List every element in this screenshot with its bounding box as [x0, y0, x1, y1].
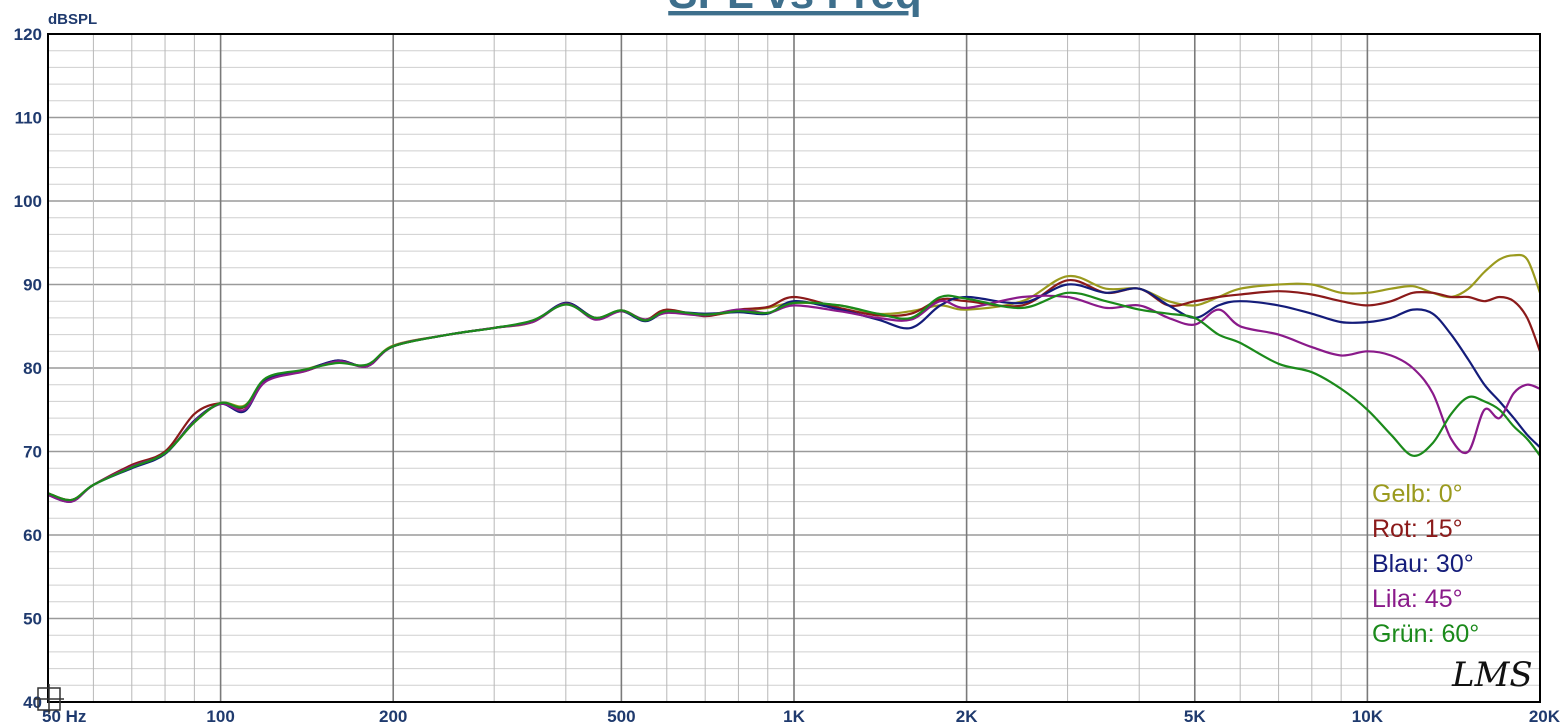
chart-title: SPL vs Freq: [668, 0, 922, 18]
legend-entry: Rot: 15°: [1372, 515, 1463, 543]
series-line-3: [47, 294, 1541, 503]
y-tick-label: 90: [23, 276, 42, 295]
grid: [48, 34, 1540, 702]
legend-entry: Lila: 45°: [1372, 585, 1463, 613]
lms-logo: LMS: [1451, 655, 1533, 695]
x-tick-label: 5K: [1184, 707, 1206, 724]
y-axis-label: dBSPL: [48, 11, 97, 28]
y-tick-label: 110: [15, 109, 42, 128]
y-tick-label: 50: [23, 610, 42, 629]
legend-entry: Gelb: 0°: [1372, 480, 1463, 508]
y-tick-label: 80: [23, 359, 42, 378]
x-tick-label: 200: [379, 707, 407, 724]
y-tick-label: 120: [14, 25, 42, 44]
x-tick-label: 100: [206, 707, 234, 724]
cursor-crosshair-icon: [34, 684, 64, 714]
x-tick-label: 10K: [1352, 707, 1384, 724]
lms-logo-text: LMS: [1451, 655, 1533, 695]
y-tick-label: 100: [14, 192, 42, 211]
y-tick-label: 60: [23, 526, 42, 545]
y-tick-label: 70: [23, 443, 42, 462]
x-tick-label: 20K: [1529, 707, 1561, 724]
legend-entry: Grün: 60°: [1372, 620, 1479, 648]
x-tick-label: 500: [607, 707, 635, 724]
y-tick-label: 40: [23, 693, 42, 712]
series-lines: [47, 253, 1542, 503]
y-tick-labels: 40 50 60 70 80 90 100 110 120: [14, 25, 42, 712]
x-tick-label: 2K: [956, 707, 978, 724]
series-line-4: [47, 291, 1541, 502]
plot-frame: [47, 33, 1541, 703]
legend-entry: Blau: 30°: [1372, 550, 1474, 578]
x-tick-label: 50 Hz: [42, 707, 86, 724]
x-tick-labels: 50 Hz 100 200 500 1K 2K 5K 10K 20K: [42, 707, 1561, 724]
x-tick-label: 1K: [783, 707, 805, 724]
legend: Gelb: 0° Rot: 15° Blau: 30° Lila: 45° Grün: …: [1372, 480, 1479, 648]
